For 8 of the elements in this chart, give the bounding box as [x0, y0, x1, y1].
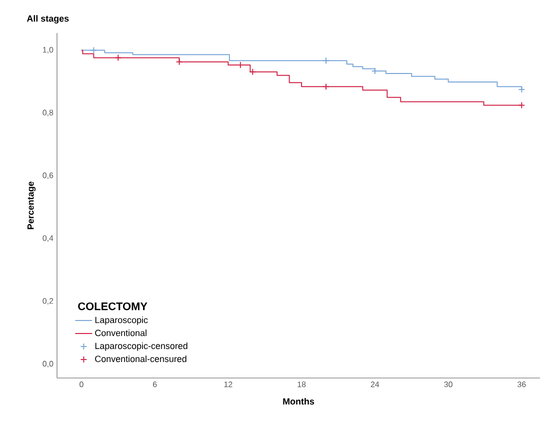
legend-label: Conventional-censured	[95, 355, 186, 362]
legend-label: Conventional	[95, 330, 146, 336]
legend-label: Laparoscopic	[95, 316, 148, 325]
legend-title: COLECTOMY	[78, 302, 148, 310]
chart-title: All stages	[26, 15, 69, 24]
x-axis-title: Months	[283, 398, 314, 405]
y-axis-title: Percentage	[27, 182, 36, 230]
legend-label: Laparoscopic-censored	[95, 342, 188, 351]
